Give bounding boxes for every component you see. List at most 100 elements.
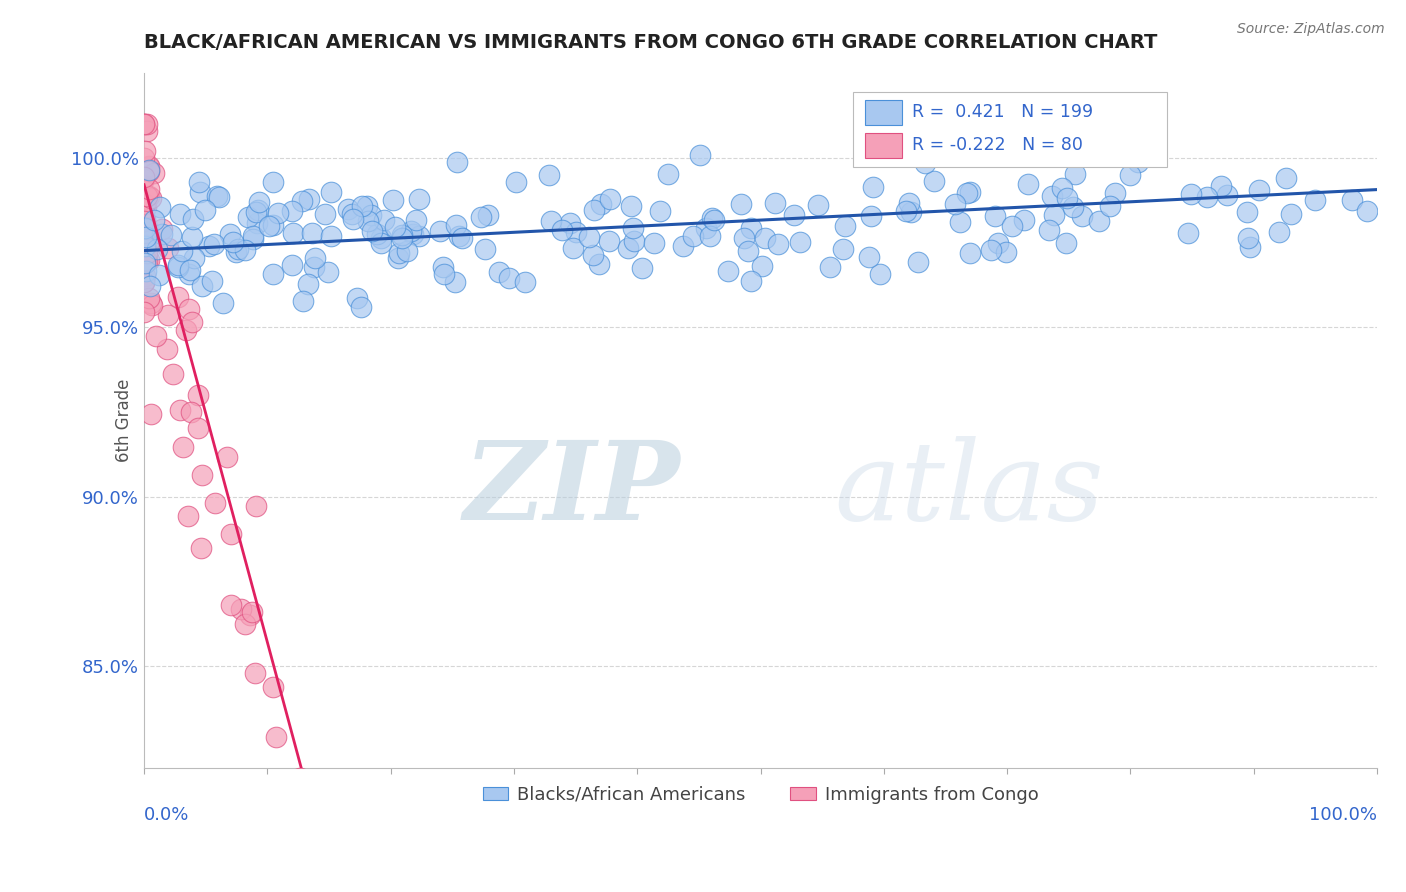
Point	[201, 275, 224, 289]
Point	[134, 268, 156, 283]
Point	[1118, 168, 1140, 182]
Point	[1209, 178, 1232, 193]
Point	[231, 602, 253, 616]
Point	[987, 235, 1010, 250]
Point	[1268, 225, 1291, 239]
Point	[160, 227, 183, 242]
Point	[444, 275, 467, 289]
Point	[136, 124, 159, 138]
Point	[245, 500, 267, 514]
Point	[190, 541, 212, 555]
Point	[281, 226, 304, 240]
Point	[337, 202, 360, 217]
Point	[907, 255, 929, 269]
Point	[754, 230, 776, 244]
Point	[143, 166, 166, 180]
Point	[352, 199, 374, 213]
Point	[186, 421, 208, 435]
Point	[316, 265, 339, 279]
Point	[402, 227, 425, 241]
Point	[219, 599, 242, 613]
Point	[259, 219, 281, 233]
Point	[1236, 205, 1258, 219]
Point	[281, 203, 304, 218]
Point	[247, 194, 270, 209]
Point	[134, 117, 156, 131]
Point	[138, 164, 160, 178]
Point	[357, 214, 380, 228]
Point	[212, 295, 235, 310]
Point	[156, 342, 179, 356]
Legend: Blacks/African Americans, Immigrants from Congo: Blacks/African Americans, Immigrants fro…	[475, 779, 1046, 811]
Text: BLACK/AFRICAN AMERICAN VS IMMIGRANTS FROM CONGO 6TH GRADE CORRELATION CHART: BLACK/AFRICAN AMERICAN VS IMMIGRANTS FRO…	[143, 33, 1157, 52]
Point	[405, 212, 427, 227]
Point	[177, 302, 200, 317]
Point	[134, 170, 156, 185]
Point	[134, 212, 156, 227]
Point	[1303, 193, 1326, 207]
Point	[179, 263, 201, 277]
Point	[498, 271, 520, 285]
Point	[134, 256, 156, 270]
Point	[136, 117, 159, 131]
Point	[146, 242, 169, 256]
Point	[134, 252, 156, 267]
Point	[187, 388, 209, 402]
Point	[314, 207, 336, 221]
Point	[167, 258, 190, 272]
Point	[470, 210, 492, 224]
Point	[740, 274, 762, 288]
Point	[582, 203, 605, 218]
Point	[860, 209, 883, 223]
Point	[135, 201, 157, 215]
Point	[138, 291, 160, 305]
Point	[1239, 239, 1261, 253]
Point	[582, 248, 605, 262]
Point	[869, 268, 891, 282]
Point	[388, 246, 411, 260]
Point	[242, 232, 264, 246]
Point	[360, 224, 382, 238]
Point	[1247, 183, 1270, 197]
Point	[148, 268, 170, 283]
Point	[620, 199, 643, 213]
Point	[134, 144, 156, 158]
Point	[291, 294, 314, 309]
Point	[346, 291, 368, 305]
Point	[834, 219, 856, 234]
Point	[219, 527, 242, 541]
Point	[1062, 201, 1084, 215]
Point	[233, 243, 256, 257]
Point	[245, 666, 267, 681]
Point	[139, 279, 162, 293]
Point	[281, 258, 304, 272]
Point	[142, 212, 165, 227]
Point	[136, 222, 159, 236]
Point	[616, 242, 638, 256]
Point	[1001, 219, 1024, 234]
Point	[139, 191, 162, 205]
Point	[395, 244, 418, 259]
Point	[179, 268, 201, 282]
Point	[717, 263, 740, 277]
Point	[1064, 167, 1087, 181]
Point	[858, 250, 880, 264]
Point	[150, 227, 173, 241]
Y-axis label: 6th Grade: 6th Grade	[115, 378, 134, 462]
Point	[1052, 181, 1074, 195]
Point	[1104, 186, 1126, 201]
Point	[321, 185, 343, 199]
Point	[621, 220, 644, 235]
Point	[565, 225, 588, 239]
Point	[370, 230, 392, 244]
Point	[187, 175, 209, 189]
Point	[141, 298, 163, 312]
Point	[242, 229, 264, 244]
Point	[444, 218, 467, 232]
Point	[703, 212, 725, 227]
Point	[474, 243, 496, 257]
Point	[922, 173, 945, 187]
Point	[134, 275, 156, 289]
Point	[488, 265, 510, 279]
Point	[166, 290, 188, 304]
